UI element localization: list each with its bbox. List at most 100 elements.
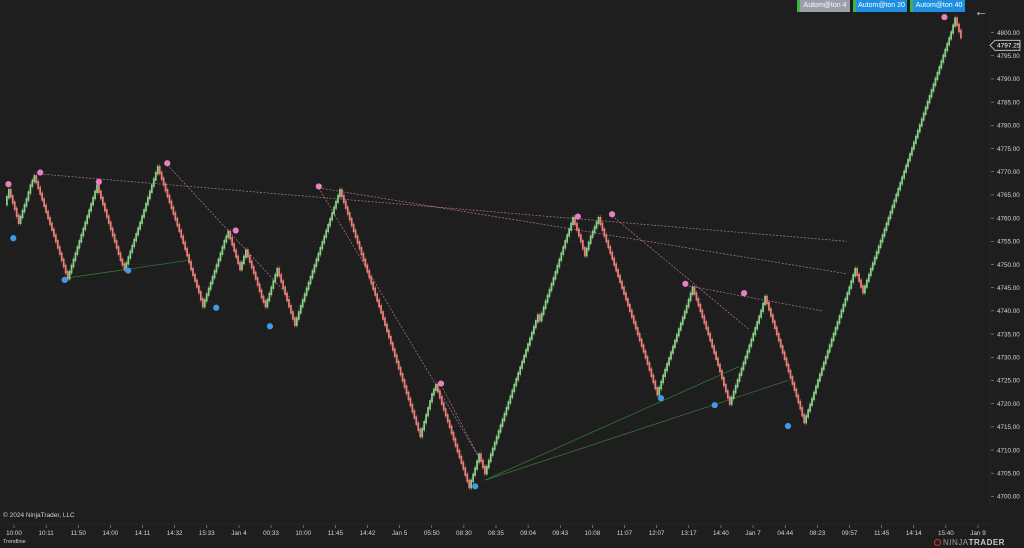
swing-high-point (608, 211, 616, 218)
renko-brick-down (121, 258, 124, 266)
renko-brick-down (164, 183, 167, 192)
renko-brick-up (660, 380, 663, 390)
trend-line (318, 187, 481, 460)
renko-brick-up (150, 184, 153, 194)
renko-brick-up (852, 274, 855, 283)
renko-brick-down (378, 299, 380, 308)
renko-brick-down (484, 465, 486, 475)
time-tick-label: 08:30 (456, 530, 472, 537)
renko-brick-down (466, 473, 469, 483)
renko-brick-down (789, 369, 792, 379)
renko-brick-down (47, 210, 49, 220)
renko-brick-up (139, 221, 141, 230)
renko-brick-down (403, 379, 406, 388)
renko-brick-down (578, 228, 580, 237)
renko-brick-up (754, 327, 757, 336)
renko-brick-up (337, 194, 339, 204)
renko-brick-down (376, 293, 379, 302)
renko-brick-down (650, 368, 653, 378)
renko-brick-down (482, 459, 484, 469)
renko-brick-down (395, 354, 398, 364)
renko-brick-up (818, 373, 821, 382)
renko-brick-down (288, 298, 290, 308)
renko-brick-down (354, 229, 357, 238)
arrow-left-icon[interactable]: ← (974, 3, 988, 19)
swing-low-point (61, 276, 68, 283)
renko-brick-down (799, 400, 802, 410)
swing-high-point (437, 380, 445, 387)
renko-brick-down (17, 214, 20, 224)
renko-brick-down (607, 240, 610, 249)
renko-brick-up (152, 178, 155, 187)
renko-brick-up (764, 295, 766, 306)
renko-brick-down (770, 308, 772, 317)
renko-brick-down (188, 254, 190, 264)
renko-brick-down (724, 383, 727, 393)
logo-text-right: TRADER (968, 538, 1005, 547)
automaton-20-button[interactable]: Autom@ton 20 (853, 0, 907, 12)
renko-brick-up (940, 60, 943, 69)
renko-brick-up (570, 222, 572, 231)
renko-brick-down (599, 216, 602, 226)
renko-brick-down (192, 267, 194, 277)
renko-brick-up (507, 401, 510, 410)
renko-brick-up (485, 465, 488, 475)
renko-brick-up (822, 361, 825, 371)
renko-brick-down (168, 194, 171, 204)
renko-brick-down (397, 360, 400, 370)
renko-brick-up (820, 367, 823, 376)
renko-brick-up (266, 298, 269, 308)
renko-brick-down (699, 303, 702, 313)
renko-brick-down (603, 228, 606, 237)
renko-brick-up (938, 66, 941, 75)
automaton-4-button[interactable]: Autom@ton 4 (797, 0, 850, 12)
renko-brick-down (711, 339, 714, 348)
renko-brick-down (632, 315, 635, 324)
renko-brick-down (100, 190, 102, 200)
renko-brick-down (456, 444, 459, 453)
renko-brick-up (29, 184, 32, 194)
renko-brick-down (701, 309, 704, 318)
renko-brick-up (542, 306, 545, 316)
renko-brick-up (74, 252, 77, 262)
renko-brick-up (31, 179, 34, 187)
renko-brick-up (505, 407, 508, 416)
renko-brick-down (452, 431, 455, 441)
price-axis[interactable]: 4800.00 4795.00 4790.00 4785.00 4780.00 4775.… (989, 14, 1020, 508)
renko-brick-up (875, 251, 878, 260)
renko-brick-up (879, 240, 882, 249)
renko-brick-up (750, 338, 753, 347)
automaton-40-button[interactable]: Autom@ton 40 (910, 0, 965, 12)
renko-brick-down (246, 249, 249, 258)
renko-brick-down (350, 218, 353, 227)
renko-brick-down (601, 222, 604, 231)
renko-brick-up (7, 189, 10, 199)
renko-brick-down (15, 207, 18, 217)
price-tick-label: 4720.00 (997, 401, 1020, 408)
renko-brick-up (683, 310, 686, 320)
time-tick-label: 11:45 (874, 530, 890, 537)
renko-brick-down (235, 249, 237, 258)
renko-brick-down (101, 196, 104, 206)
renko-brick-up (295, 317, 298, 326)
time-tick-label: 14:40 (713, 530, 729, 537)
renko-brick-up (744, 356, 747, 365)
renko-brick-up (133, 238, 136, 248)
renko-brick-down (583, 247, 586, 257)
renko-brick-up (568, 228, 571, 237)
renko-brick-up (842, 303, 845, 313)
swing-low-point (711, 402, 718, 409)
time-axis[interactable]: 10:00 10:11 11:50 14:00 14:11 14:32 15:33 Jan 4… (4, 523, 990, 537)
renko-brick-down (374, 287, 377, 296)
renko-brick-down (239, 261, 241, 271)
renko-brick-down (237, 255, 239, 265)
renko-brick-up (848, 286, 851, 295)
renko-brick-up (889, 211, 892, 220)
renko-brick-up (807, 409, 810, 418)
renko-brick-down (160, 171, 163, 180)
renko-brick-up (830, 338, 833, 347)
renko-brick-up (564, 240, 567, 249)
renko-brick-down (388, 329, 390, 339)
renko-brick-up (658, 386, 661, 396)
